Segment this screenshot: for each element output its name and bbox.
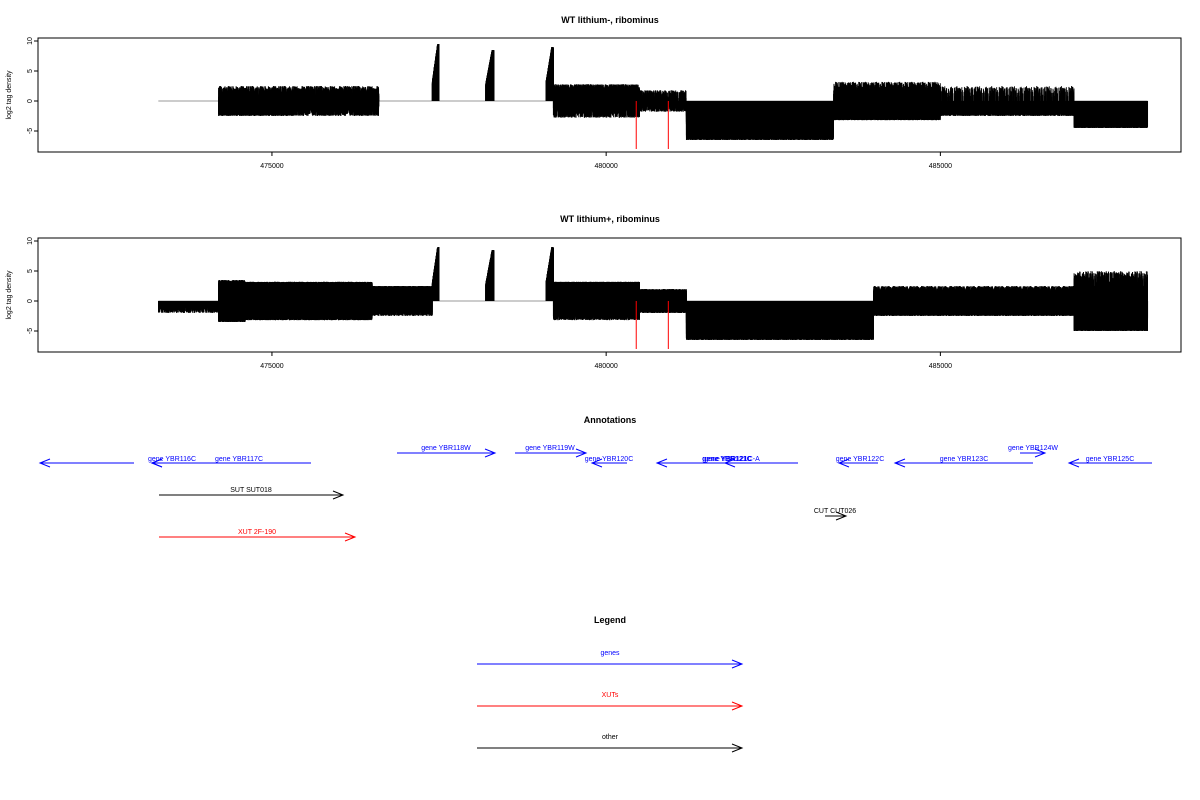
- panel-title: WT lithium-, ribominus: [561, 15, 659, 25]
- panel-lithium-minus: WT lithium-, ribominus log2 tag density …: [6, 15, 1181, 170]
- bars-layer: [158, 44, 1147, 149]
